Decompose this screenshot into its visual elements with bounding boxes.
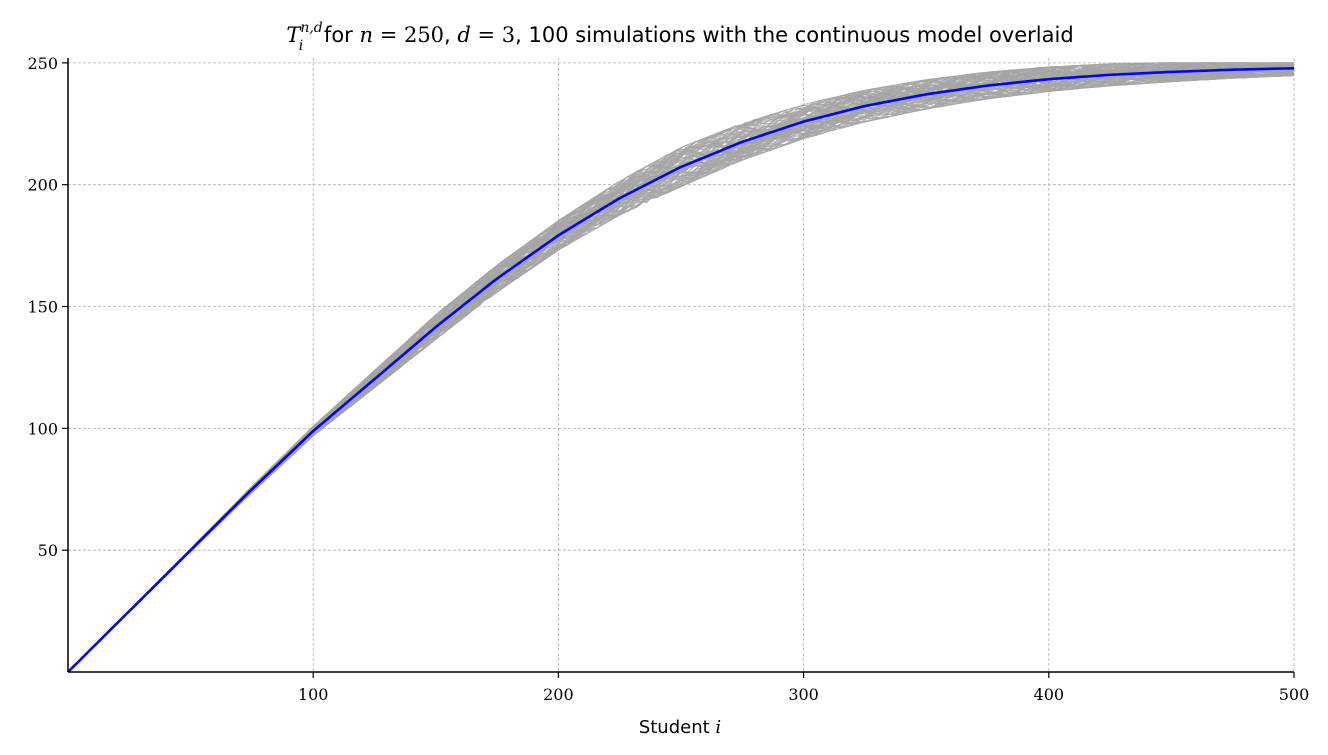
y-tick-label: 50 <box>38 541 58 560</box>
x-tick-label: 500 <box>1279 685 1310 704</box>
simulation-line <box>67 67 1295 673</box>
x-tick-label: 400 <box>1034 685 1065 704</box>
simulation-line <box>67 70 1295 673</box>
y-tick-label: 100 <box>27 419 58 438</box>
x-tick-label: 200 <box>543 685 574 704</box>
model-line <box>67 66 1295 673</box>
y-tick-label: 150 <box>27 298 58 317</box>
y-tick-label: 250 <box>27 54 58 73</box>
axes <box>62 58 1295 678</box>
simulation-line <box>67 62 1295 673</box>
x-tick-label: 100 <box>298 685 329 704</box>
simulation-lines <box>67 62 1295 673</box>
x-tick-label: 300 <box>788 685 819 704</box>
x-axis-label: Student i <box>639 717 721 738</box>
chart-title: Tn,d i for n = 250, d = 3, 100 simulation… <box>286 20 1073 54</box>
tick-labels: 100 200 300 400 500 50 100 150 200 250 <box>27 54 1309 704</box>
simulation-line <box>67 71 1294 673</box>
y-tick-label: 200 <box>27 176 58 195</box>
grid-lines <box>68 58 1295 672</box>
